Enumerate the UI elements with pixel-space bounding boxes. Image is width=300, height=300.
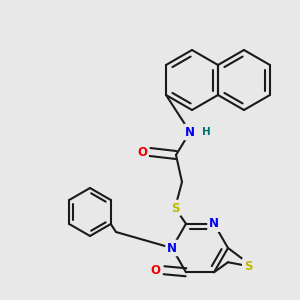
Text: N: N: [185, 125, 195, 139]
Text: O: O: [137, 146, 147, 158]
Text: S: S: [171, 202, 179, 214]
Text: O: O: [150, 264, 160, 277]
Text: H: H: [202, 127, 210, 137]
Text: N: N: [209, 217, 219, 230]
Text: S: S: [244, 260, 252, 272]
Text: N: N: [167, 242, 177, 254]
